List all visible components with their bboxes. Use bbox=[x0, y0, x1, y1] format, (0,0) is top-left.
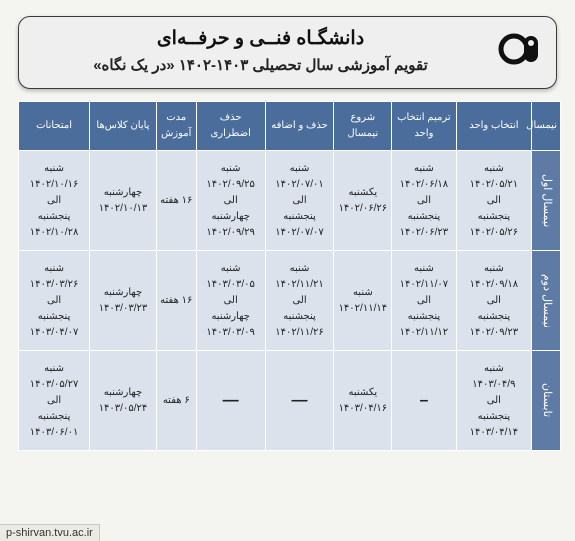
table-cell: یکشنبه ۱۴۰۲/۰۶/۲۶ bbox=[334, 151, 392, 251]
table-row: نیمسال دومشنبه ۱۴۰۲/۰۹/۱۸ الی پنجشنبه ۱۴… bbox=[19, 251, 561, 351]
col-duration: مدت آموزش bbox=[156, 102, 196, 151]
term-label: تابستان bbox=[532, 351, 561, 451]
table-cell: شنبه ۱۴۰۳/۰۳/۰۵ الی چهارشنبه ۱۴۰۳/۰۳/۰۹ bbox=[196, 251, 265, 351]
table-cell: ۱۶ هفته bbox=[156, 251, 196, 351]
header-text: دانشگـاه فنــی و حرفــه‌ای تقویم آموزشی … bbox=[33, 27, 488, 74]
table-cell: شنبه ۱۴۰۲/۱۱/۰۷ الی پنجشنبه ۱۴۰۲/۱۱/۱۲ bbox=[392, 251, 456, 351]
col-select: انتخاب واحد bbox=[456, 102, 532, 151]
table-cell: شنبه ۱۴۰۲/۰۹/۱۸ الی پنجشنبه ۱۴۰۲/۰۹/۲۳ bbox=[456, 251, 532, 351]
table-row: نیمسال اولشنبه ۱۴۰۲/۰۵/۲۱ الی پنجشنبه ۱۴… bbox=[19, 151, 561, 251]
table-header-row: نیمسال انتخاب واحد ترمیم انتخاب واحد شرو… bbox=[19, 102, 561, 151]
col-term: نیمسال bbox=[532, 102, 561, 151]
table-cell: ۱۶ هفته bbox=[156, 151, 196, 251]
table-cell: – bbox=[392, 351, 456, 451]
table-cell: — bbox=[196, 351, 265, 451]
calendar-table: نیمسال انتخاب واحد ترمیم انتخاب واحد شرو… bbox=[18, 101, 561, 451]
table-cell: شنبه ۱۴۰۲/۰۷/۰۱ الی پنجشنبه ۱۴۰۲/۰۷/۰۷ bbox=[265, 151, 334, 251]
col-exams: امتحانات bbox=[19, 102, 90, 151]
table-cell: — bbox=[265, 351, 334, 451]
table-cell: چهارشنبه ۱۴۰۳/۰۵/۲۴ bbox=[90, 351, 157, 451]
table-cell: شنبه ۱۴۰۳/۰۴/۹ الی پنجشنبه ۱۴۰۳/۰۴/۱۴ bbox=[456, 351, 532, 451]
table-cell: شنبه ۱۴۰۲/۰۶/۱۸ الی پنجشنبه ۱۴۰۲/۰۶/۲۳ bbox=[392, 151, 456, 251]
col-end: پایان کلاس‌ها bbox=[90, 102, 157, 151]
table-cell: چهارشنبه ۱۴۰۲/۱۰/۱۳ bbox=[90, 151, 157, 251]
col-emergency: حذف اضطراری bbox=[196, 102, 265, 151]
term-label: نیمسال اول bbox=[532, 151, 561, 251]
table-cell: شنبه ۱۴۰۲/۱۱/۱۴ bbox=[334, 251, 392, 351]
col-adddrop: حذف و اضافه bbox=[265, 102, 334, 151]
table-cell: یکشنبه ۱۴۰۳/۰۴/۱۶ bbox=[334, 351, 392, 451]
col-start: شروع نیمسال bbox=[334, 102, 392, 151]
header-subtitle: تقویم آموزشی سال تحصیلی ۱۴۰۳-۱۴۰۲ «در یک… bbox=[33, 56, 488, 74]
table-cell: شنبه ۱۴۰۲/۰۵/۲۱ الی پنجشنبه ۱۴۰۲/۰۵/۲۶ bbox=[456, 151, 532, 251]
header-title: دانشگـاه فنــی و حرفــه‌ای bbox=[33, 27, 488, 50]
table-cell: شنبه ۱۴۰۳/۰۵/۲۷ الی پنجشنبه ۱۴۰۳/۰۶/۰۱ bbox=[19, 351, 90, 451]
table-cell: شنبه ۱۴۰۲/۱۱/۲۱ الی پنجشنبه ۱۴۰۲/۱۱/۲۶ bbox=[265, 251, 334, 351]
table-cell: شنبه ۱۴۰۲/۰۹/۲۵ الی چهارشنبه ۱۴۰۲/۰۹/۲۹ bbox=[196, 151, 265, 251]
table-cell: شنبه ۱۴۰۳/۰۳/۲۶ الی پنجشنبه ۱۴۰۳/۰۴/۰۷ bbox=[19, 251, 90, 351]
header-card: دانشگـاه فنــی و حرفــه‌ای تقویم آموزشی … bbox=[18, 16, 557, 89]
table-row: تابستانشنبه ۱۴۰۳/۰۴/۹ الی پنجشنبه ۱۴۰۳/۰… bbox=[19, 351, 561, 451]
table-cell: شنبه ۱۴۰۲/۱۰/۱۶ الی پنجشنبه ۱۴۰۲/۱۰/۲۸ bbox=[19, 151, 90, 251]
term-label: نیمسال دوم bbox=[532, 251, 561, 351]
table-cell: چهارشنبه ۱۴۰۳/۰۳/۲۳ bbox=[90, 251, 157, 351]
footer-url: p-shirvan.tvu.ac.ir bbox=[0, 524, 100, 541]
university-logo-icon bbox=[498, 27, 542, 71]
table-cell: ۶ هفته bbox=[156, 351, 196, 451]
col-repair: ترمیم انتخاب واحد bbox=[392, 102, 456, 151]
